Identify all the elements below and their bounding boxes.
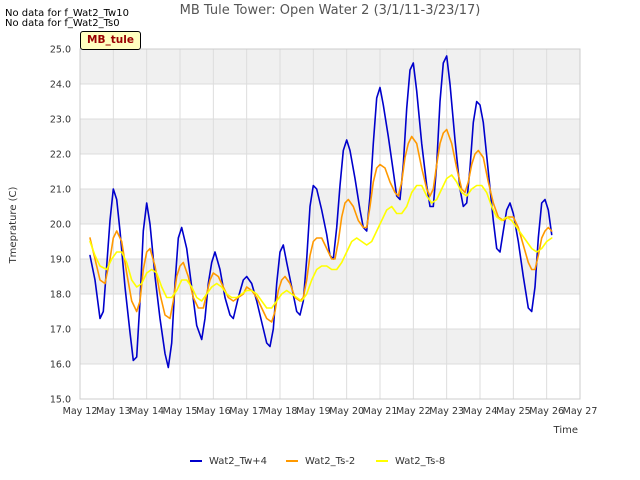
y-tick-label: 22.0 (50, 150, 71, 161)
x-tick-label: May 27 (563, 406, 598, 417)
plot-band (80, 189, 580, 224)
x-tick-label: May 25 (496, 406, 531, 417)
plot-band (80, 329, 580, 364)
plot-band (80, 294, 580, 329)
legend: Wat2_Tw+4 Wat2_Ts-2 Wat2_Ts-8 (190, 456, 445, 467)
y-tick-label: 25.0 (50, 45, 71, 56)
no-data-message-1: No data for f_Wat2_Tw10 (5, 8, 129, 19)
legend-item: Wat2_Ts-2 (286, 456, 355, 467)
plot-band (80, 119, 580, 154)
x-tick-label: May 17 (229, 406, 264, 417)
y-tick-label: 18.0 (50, 290, 71, 301)
x-tick-label: May 22 (396, 406, 431, 417)
plot-band (80, 84, 580, 119)
station-tag: MB_tule (80, 31, 141, 50)
x-tick-label: May 13 (96, 406, 131, 417)
x-tick-label: May 15 (163, 406, 198, 417)
legend-label: Wat2_Ts-8 (395, 456, 445, 467)
no-data-message-2: No data for f_Wat2_Ts0 (5, 18, 120, 29)
y-tick-label: 23.0 (50, 115, 71, 126)
legend-label: Wat2_Ts-2 (305, 456, 355, 467)
x-axis-label: Time (553, 425, 578, 436)
plot-band (80, 49, 580, 84)
legend-item: Wat2_Ts-8 (376, 456, 445, 467)
x-tick-label: May 23 (429, 406, 464, 417)
x-tick-label: May 26 (529, 406, 564, 417)
series-line-3 (89, 174, 553, 309)
y-tick-label: 20.0 (50, 220, 71, 231)
legend-item: Wat2_Tw+4 (190, 456, 267, 467)
x-tick-label: May 12 (63, 406, 98, 417)
y-tick-label: 15.0 (50, 395, 71, 406)
plot-band (80, 154, 580, 189)
y-axis-label: Tmeprature (C) (8, 186, 19, 264)
x-tick-label: May 16 (196, 406, 231, 417)
plot-band (80, 364, 580, 399)
x-tick-label: May 20 (329, 406, 364, 417)
y-tick-label: 17.0 (50, 325, 71, 336)
y-tick-label: 24.0 (50, 80, 71, 91)
x-tick-label: May 19 (296, 406, 331, 417)
x-tick-label: May 18 (263, 406, 298, 417)
x-tick-label: May 24 (463, 406, 498, 417)
y-tick-label: 21.0 (50, 185, 71, 196)
x-tick-label: May 21 (363, 406, 398, 417)
legend-label: Wat2_Tw+4 (209, 456, 267, 467)
plot-band (80, 259, 580, 294)
plot-frame (79, 48, 581, 400)
x-tick-label: May 14 (129, 406, 164, 417)
series-line-2 (89, 128, 553, 323)
y-tick-label: 19.0 (50, 255, 71, 266)
series-layer (89, 55, 553, 369)
chart-title: MB Tule Tower: Open Water 2 (3/1/11-3/23… (179, 3, 481, 18)
y-axis-tick-labels: 15.0 16.0 17.0 18.0 19.0 20.0 21.0 22.0 23.0 24.0… (50, 45, 71, 406)
y-tick-label: 16.0 (50, 360, 71, 371)
